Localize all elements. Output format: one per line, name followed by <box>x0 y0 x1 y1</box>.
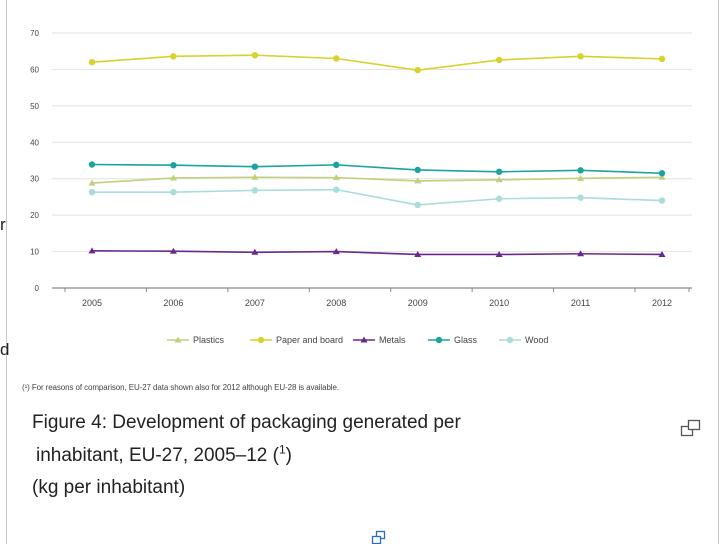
data-point <box>170 53 177 60</box>
x-tick-label: 2008 <box>326 298 346 308</box>
legend-item: Metals <box>353 335 406 345</box>
figure-frame <box>6 0 719 544</box>
data-point <box>495 168 503 175</box>
data-point <box>577 250 585 257</box>
data-point <box>332 248 340 255</box>
legend-marker <box>506 336 514 344</box>
series-line <box>91 163 663 175</box>
legend-marker <box>174 336 182 343</box>
series-paper-and-board <box>88 52 666 74</box>
series-plastics <box>88 173 666 186</box>
series-glass <box>88 161 666 177</box>
data-point <box>333 161 340 169</box>
data-point <box>251 163 259 170</box>
legend-label: Metals <box>379 335 406 345</box>
data-point <box>414 177 422 184</box>
legend-item: Paper and board <box>250 335 343 345</box>
y-tick-label: 50 <box>30 102 39 111</box>
x-tick-label: 2011 <box>571 298 590 308</box>
series-wood <box>88 186 666 209</box>
data-point <box>414 250 422 257</box>
legend-item: Wood <box>499 335 548 345</box>
data-point <box>251 248 259 255</box>
legend-label: Plastics <box>193 335 225 345</box>
chart-legend: Plastics Paper and board Metals Glass Wood <box>167 335 548 345</box>
data-point <box>251 173 259 180</box>
data-point <box>577 53 584 60</box>
legend-label: Wood <box>525 335 548 345</box>
data-point <box>658 170 666 177</box>
x-tick-label: 2006 <box>163 298 183 308</box>
data-point <box>414 166 421 174</box>
data-point <box>658 173 666 180</box>
data-point <box>88 247 96 254</box>
x-tick-label: 2012 <box>652 298 672 308</box>
y-tick-label: 70 <box>30 29 39 38</box>
x-tick-label: 2005 <box>82 298 102 308</box>
series-metals <box>88 247 666 257</box>
caption-expand-icon[interactable] <box>370 530 388 544</box>
data-point <box>495 56 503 64</box>
data-point <box>577 167 584 174</box>
data-point <box>658 250 666 257</box>
y-tick-label: 10 <box>30 248 39 257</box>
expand-icon[interactable] <box>680 418 702 438</box>
data-point <box>658 55 666 63</box>
legend-marker <box>360 336 368 343</box>
data-point <box>88 179 96 186</box>
data-point <box>577 194 584 201</box>
legend-item: Plastics <box>167 335 225 345</box>
figure-caption-line-1: Figure 4: Development of packaging gener… <box>32 412 461 433</box>
cut-off-text-fragment: d <box>0 340 10 359</box>
data-point <box>414 66 421 74</box>
data-point <box>251 187 259 194</box>
chart-gridlines <box>52 32 692 253</box>
y-tick-label: 30 <box>30 175 39 184</box>
data-point <box>169 247 177 254</box>
y-tick-label: 20 <box>30 211 39 220</box>
data-point <box>88 161 96 168</box>
data-point <box>495 195 503 202</box>
data-point <box>88 58 96 66</box>
data-point <box>658 197 666 204</box>
legend-label: Paper and board <box>276 335 343 345</box>
chart-series <box>88 52 666 257</box>
series-line <box>91 54 663 71</box>
data-point <box>495 250 503 257</box>
data-point <box>170 162 177 169</box>
x-tick-label: 2009 <box>408 298 428 308</box>
y-tick-label: 40 <box>30 138 39 147</box>
data-point <box>88 188 96 196</box>
y-tick-label: 0 <box>35 284 40 293</box>
chart-axes: 0 10 20 30 40 50 60 70 2005 2006 2007 2008 2009 2010 2… <box>30 29 692 308</box>
legend-label: Glass <box>454 335 478 345</box>
data-point <box>333 55 340 62</box>
data-point <box>170 188 177 196</box>
series-line <box>92 188 663 206</box>
legend-marker <box>257 336 265 344</box>
data-point <box>495 176 503 183</box>
figure-caption-line-2: inhabitant, EU-27, 2005–12 (1) <box>36 442 292 466</box>
data-point <box>333 186 340 193</box>
data-point <box>251 52 259 59</box>
x-tick-label: 2010 <box>489 298 509 308</box>
data-point <box>577 174 585 181</box>
chart-footnote: (¹) For reasons of comparison, EU-27 dat… <box>22 383 339 392</box>
x-tick-label: 2007 <box>245 298 265 308</box>
series-line <box>91 250 663 256</box>
figure-caption-unit: (kg per inhabitant) <box>32 477 186 498</box>
data-point <box>332 174 340 181</box>
data-point <box>169 174 177 181</box>
line-chart: 0 10 20 30 40 50 60 70 2005 2006 2007 2008 2009 2010 2… <box>30 29 692 345</box>
footnote-reference[interactable]: 1 <box>278 442 286 457</box>
legend-item: Glass <box>428 335 478 345</box>
data-point <box>414 201 421 209</box>
y-tick-label: 60 <box>30 65 39 74</box>
legend-marker <box>435 336 443 344</box>
cut-off-text-fragment: r <box>0 215 6 234</box>
series-line <box>91 176 663 184</box>
